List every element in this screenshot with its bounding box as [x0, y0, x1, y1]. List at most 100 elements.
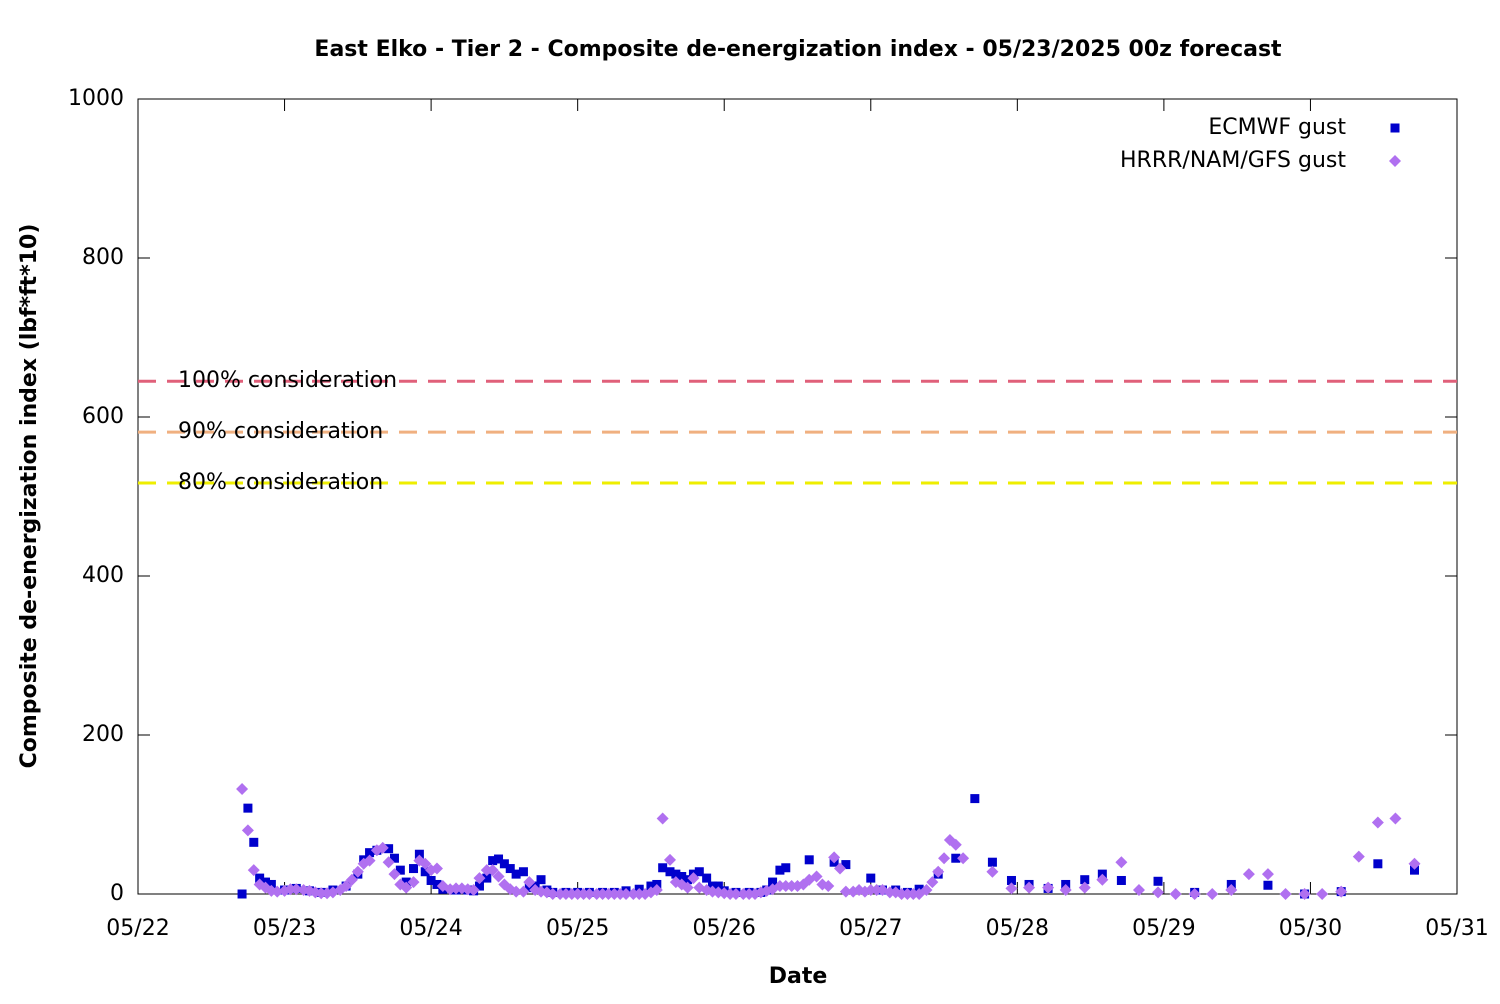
- data-point: [1352, 850, 1365, 863]
- data-point: [1263, 880, 1273, 890]
- data-point: [237, 889, 247, 899]
- data-point: [1023, 881, 1036, 894]
- data-point: [729, 888, 742, 900]
- data-point: [1371, 816, 1384, 829]
- data-point: [249, 837, 259, 847]
- data-point: [658, 863, 668, 873]
- data-point: [938, 852, 951, 865]
- data-point: [650, 884, 663, 897]
- data-point: [781, 863, 791, 873]
- legend-marker: [1390, 123, 1400, 133]
- x-tick-label: 05/28: [986, 916, 1049, 941]
- data-point: [340, 880, 353, 893]
- data-point: [365, 848, 375, 858]
- data-point: [620, 888, 633, 900]
- data-point: [810, 870, 823, 883]
- data-point: [1116, 875, 1126, 885]
- data-point: [1005, 882, 1018, 895]
- data-point: [486, 864, 499, 877]
- data-point: [987, 857, 997, 867]
- data-point: [665, 867, 675, 877]
- data-point: [1242, 868, 1255, 881]
- data-point: [926, 876, 939, 889]
- data-point: [1261, 868, 1274, 881]
- x-tick-label: 05/26: [693, 916, 756, 941]
- data-point: [536, 875, 546, 885]
- data-point: [681, 881, 694, 894]
- data-point: [687, 872, 700, 885]
- data-point: [482, 873, 492, 883]
- data-point: [768, 877, 778, 887]
- x-tick-label: 05/29: [1132, 916, 1195, 941]
- data-point: [1169, 888, 1182, 900]
- data-point: [1152, 886, 1165, 899]
- data-point: [488, 856, 498, 866]
- data-point: [951, 853, 961, 863]
- data-point: [1206, 888, 1219, 900]
- data-point: [400, 881, 413, 894]
- data-point: [1006, 875, 1016, 885]
- data-point: [518, 867, 528, 877]
- data-point: [494, 854, 504, 864]
- y-tick-label: 400: [82, 563, 124, 588]
- reference-label: 80% consideration: [178, 470, 383, 495]
- x-tick-label: 05/30: [1279, 916, 1342, 941]
- data-point: [467, 884, 480, 897]
- data-point: [970, 794, 980, 804]
- data-point: [986, 865, 999, 878]
- data-point: [775, 865, 785, 875]
- data-point: [474, 881, 484, 891]
- data-point: [677, 872, 687, 882]
- data-point: [1042, 881, 1055, 894]
- data-point: [510, 885, 523, 898]
- data-point: [1188, 888, 1201, 900]
- x-tick-label: 05/25: [546, 916, 609, 941]
- data-point: [683, 875, 693, 885]
- data-point: [1078, 881, 1091, 894]
- data-point: [388, 868, 401, 881]
- data-point: [523, 876, 536, 889]
- data-point: [1373, 859, 1383, 869]
- data-point: [804, 855, 814, 865]
- y-axis-label: Composite de-energization index (lbf*ft*…: [17, 224, 42, 769]
- data-point: [505, 864, 515, 874]
- data-point: [920, 884, 933, 897]
- x-axis-label: Date: [769, 964, 828, 989]
- data-point: [1132, 884, 1145, 897]
- y-tick-label: 0: [110, 881, 124, 906]
- data-point: [290, 883, 303, 896]
- x-tick-label: 05/27: [839, 916, 902, 941]
- data-point: [1225, 884, 1238, 897]
- data-point: [271, 885, 284, 898]
- y-tick-label: 800: [82, 245, 124, 270]
- data-point: [376, 841, 389, 854]
- data-point: [841, 860, 851, 870]
- data-point: [1389, 812, 1402, 825]
- data-point: [345, 873, 358, 886]
- data-point: [511, 869, 521, 879]
- data-point: [1408, 857, 1421, 870]
- data-point: [492, 870, 505, 883]
- plot-frame: [137, 98, 1458, 895]
- data-point: [382, 856, 395, 869]
- data-point: [426, 875, 436, 885]
- data-point: [957, 852, 970, 865]
- legend-label: HRRR/NAM/GFS gust: [1120, 148, 1346, 173]
- data-point: [473, 872, 486, 885]
- reference-label: 100% consideration: [178, 368, 397, 393]
- data-point: [499, 859, 509, 869]
- y-tick-label: 1000: [68, 86, 124, 111]
- data-point: [384, 844, 394, 854]
- x-tick-label: 05/23: [253, 916, 316, 941]
- data-point: [834, 862, 847, 875]
- data-point: [828, 851, 841, 864]
- data-point: [241, 824, 254, 837]
- data-point: [1080, 875, 1090, 885]
- legend-label: ECMWF gust: [1208, 115, 1346, 140]
- data-point: [236, 783, 249, 796]
- data-point: [1115, 856, 1128, 869]
- data-point: [866, 873, 876, 883]
- data-point: [1059, 884, 1072, 897]
- data-point: [363, 854, 376, 867]
